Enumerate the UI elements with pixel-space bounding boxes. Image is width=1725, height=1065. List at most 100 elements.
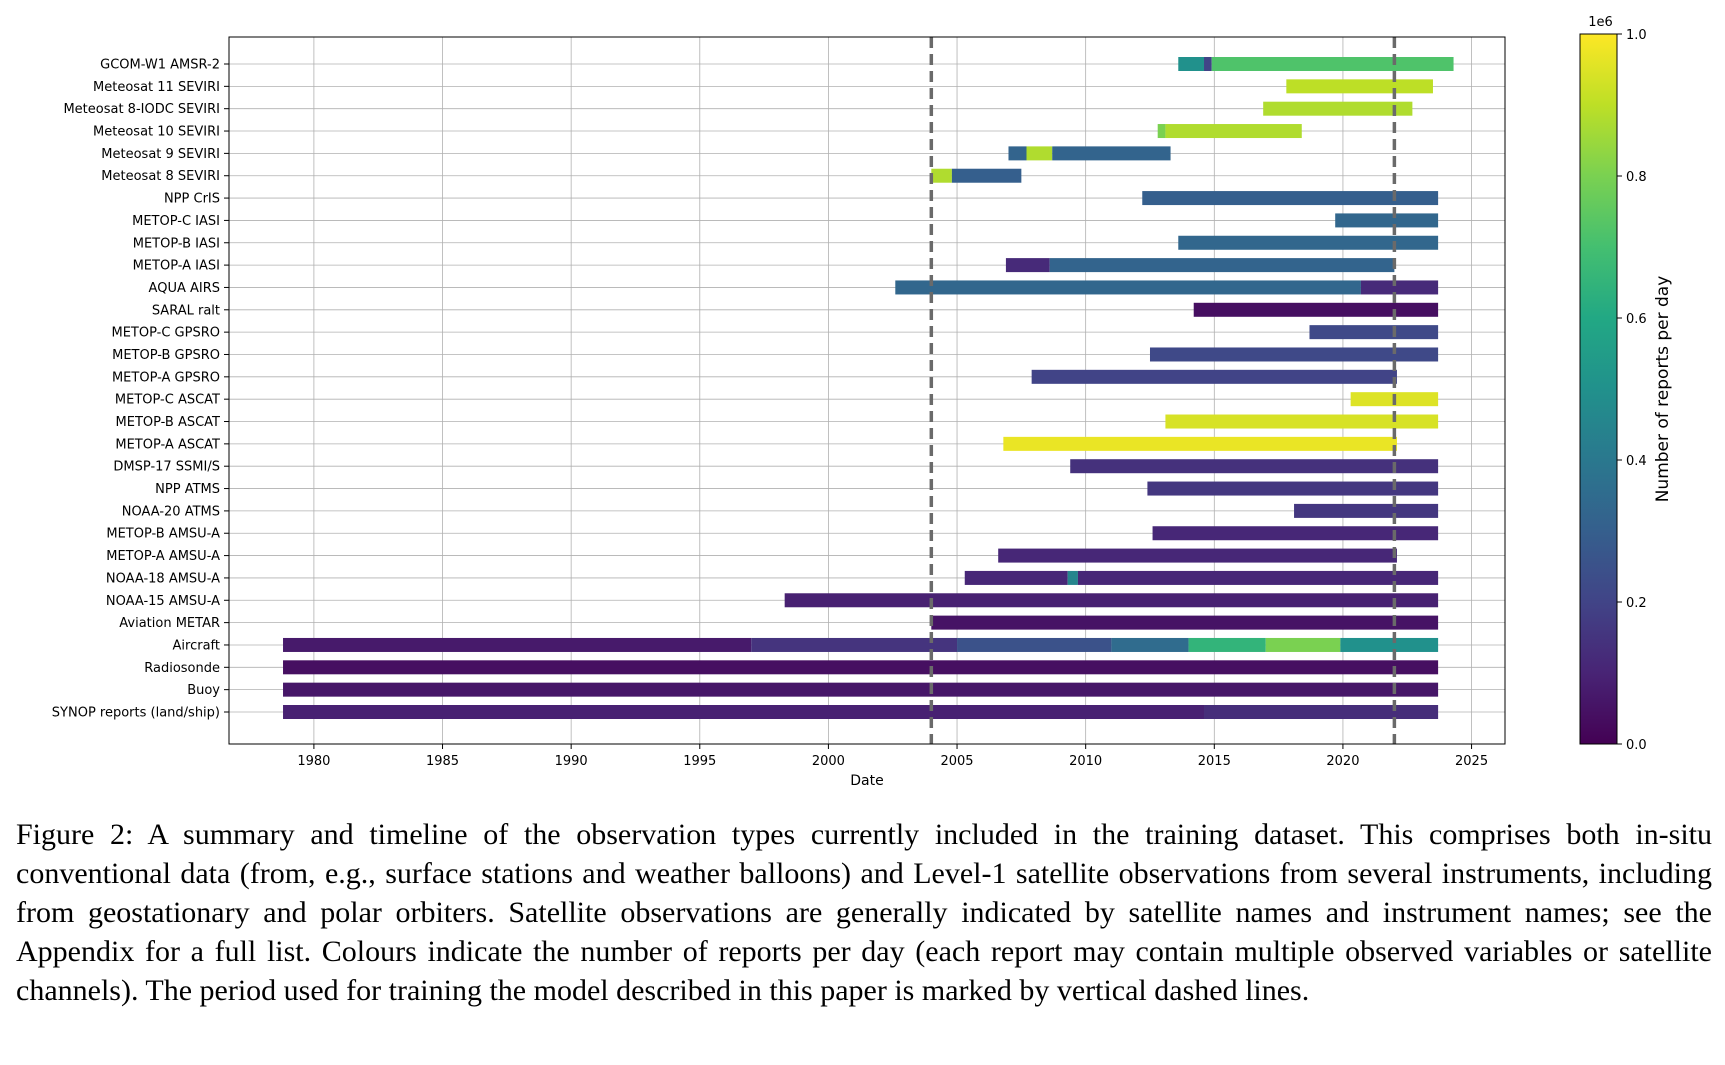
bar-segment xyxy=(1165,414,1439,429)
y-tick-label: METOP-B AMSU-A xyxy=(106,527,220,542)
bar-segment xyxy=(1204,705,1439,719)
bar-segment xyxy=(283,682,1439,697)
bars xyxy=(283,57,1454,719)
y-tick-label: DMSP-17 SSMI/S xyxy=(113,460,220,475)
x-tick-label: 1990 xyxy=(555,754,588,769)
bar-segment xyxy=(1211,57,1454,71)
bar-segment xyxy=(931,615,1439,630)
x-tick-label: 2005 xyxy=(940,754,973,769)
bar-segment xyxy=(1294,503,1439,518)
x-tick-label: 2020 xyxy=(1326,754,1359,769)
colorbar-tick-label: 1.0 xyxy=(1626,28,1647,43)
figure-caption: Figure 2: A summary and timeline of the … xyxy=(16,818,1712,1007)
y-tick-label: Meteosat 9 SEVIRI xyxy=(101,147,220,162)
colorbar xyxy=(1579,33,1618,745)
bar-segment xyxy=(1149,347,1439,362)
y-tick-label: METOP-A AMSU-A xyxy=(106,549,220,564)
bar-segment xyxy=(1005,258,1050,273)
x-tick-label: 1980 xyxy=(297,754,330,769)
bar-segment xyxy=(951,168,1022,183)
timeline-chart: GCOM-W1 AMSR-2 Meteosat 11 SEVIRI Meteosat… xyxy=(52,15,1673,789)
colorbar-multiplier: 1e6 xyxy=(1588,15,1613,30)
y-tick-label: GCOM-W1 AMSR-2 xyxy=(100,58,220,73)
bar-segment xyxy=(283,660,1439,675)
y-tick-label: NPP ATMS xyxy=(155,482,220,497)
bar-segment xyxy=(998,548,1397,563)
colorbar-tick-label: 0.8 xyxy=(1626,170,1647,185)
bar-segment xyxy=(1070,459,1439,474)
bar-segment xyxy=(1188,637,1266,652)
y-tick-label: Radiosonde xyxy=(144,661,220,676)
bar-segment xyxy=(1077,570,1439,585)
y-tick-label: METOP-B IASI xyxy=(133,236,220,251)
bar-segment xyxy=(1178,235,1439,250)
bar-segment xyxy=(1152,526,1439,541)
y-tick-label: NOAA-18 AMSU-A xyxy=(106,571,220,586)
x-tick-labels: 1980 1985 1990 1995 2000 2005 2010 2015 2020 2025 xyxy=(297,744,1488,769)
y-tick-label: METOP-B GPSRO xyxy=(112,348,220,363)
bar-segment xyxy=(1157,124,1166,139)
bar-segment xyxy=(1111,637,1189,652)
y-tick-label: METOP-C GPSRO xyxy=(112,326,221,341)
y-tick-label: Meteosat 8 SEVIRI xyxy=(101,169,220,184)
bar-segment xyxy=(1026,146,1053,161)
x-tick-label: 1995 xyxy=(683,754,716,769)
y-tick-label: NOAA-15 AMSU-A xyxy=(106,594,220,609)
bar-segment xyxy=(1309,325,1439,340)
bar-segment xyxy=(1360,280,1439,295)
bar-segment xyxy=(283,637,752,652)
y-tick-label: Meteosat 10 SEVIRI xyxy=(93,125,220,140)
bar-segment xyxy=(283,705,1205,719)
bar-segment xyxy=(1067,570,1078,585)
x-tick-label: 2025 xyxy=(1455,754,1488,769)
bar-segment xyxy=(784,593,1439,608)
y-tick-label: METOP-A ASCAT xyxy=(115,437,220,452)
y-tick-labels: GCOM-W1 AMSR-2 Meteosat 11 SEVIRI Meteosat… xyxy=(52,58,229,721)
colorbar-tick-label: 0.4 xyxy=(1626,454,1647,469)
colorbar-ticks: 0.0 0.2 0.4 0.6 0.8 1.0 xyxy=(1617,28,1647,753)
y-tick-label: AQUA AIRS xyxy=(149,281,220,296)
x-tick-label: 1985 xyxy=(426,754,459,769)
y-tick-label: SARAL ralt xyxy=(152,303,220,318)
bar-segment xyxy=(1008,146,1027,161)
y-tick-label: Aviation METAR xyxy=(119,616,220,631)
bar-segment xyxy=(895,280,1361,295)
y-tick-label: METOP-C IASI xyxy=(132,214,220,229)
bar-segment xyxy=(1142,191,1439,206)
bar-segment xyxy=(1178,57,1205,71)
bar-segment xyxy=(1052,146,1171,161)
bar-segment xyxy=(751,637,958,652)
bar-segment xyxy=(1049,258,1395,273)
bar-segment xyxy=(1031,369,1397,384)
bar-segment xyxy=(1265,637,1341,652)
y-tick-label: NPP CrIS xyxy=(164,192,220,207)
x-tick-label: 2010 xyxy=(1069,754,1102,769)
x-tick-label: 2000 xyxy=(812,754,845,769)
y-tick-label: SYNOP reports (land/ship) xyxy=(52,706,220,721)
y-tick-label: METOP-A GPSRO xyxy=(112,370,220,385)
y-tick-label: METOP-C ASCAT xyxy=(115,393,220,408)
bar-segment xyxy=(957,637,1112,652)
y-tick-label: Meteosat 11 SEVIRI xyxy=(93,80,220,95)
bar-segment xyxy=(1165,124,1302,139)
bar-segment xyxy=(1286,79,1433,94)
y-tick-label: METOP-B ASCAT xyxy=(116,415,221,430)
x-axis-title: Date xyxy=(850,773,883,789)
colorbar-tick-label: 0.0 xyxy=(1626,738,1647,753)
y-tick-label: METOP-A IASI xyxy=(133,259,220,274)
bar-segment xyxy=(1263,101,1413,116)
bar-segment xyxy=(1204,57,1212,71)
y-tick-label: Buoy xyxy=(187,683,220,698)
colorbar-tick-label: 0.6 xyxy=(1626,312,1647,327)
bar-segment xyxy=(1340,637,1439,652)
y-tick-label: Meteosat 8-IODC SEVIRI xyxy=(63,102,220,117)
bar-segment xyxy=(964,570,1068,585)
plot-area xyxy=(228,36,1506,745)
y-tick-label: NOAA-20 ATMS xyxy=(122,504,220,519)
bar-segment xyxy=(1147,481,1439,496)
x-tick-label: 2015 xyxy=(1198,754,1231,769)
bar-segment xyxy=(1335,213,1439,228)
bar-segment xyxy=(931,168,952,183)
bar-segment xyxy=(1193,302,1439,317)
y-tick-label: Aircraft xyxy=(173,638,220,653)
